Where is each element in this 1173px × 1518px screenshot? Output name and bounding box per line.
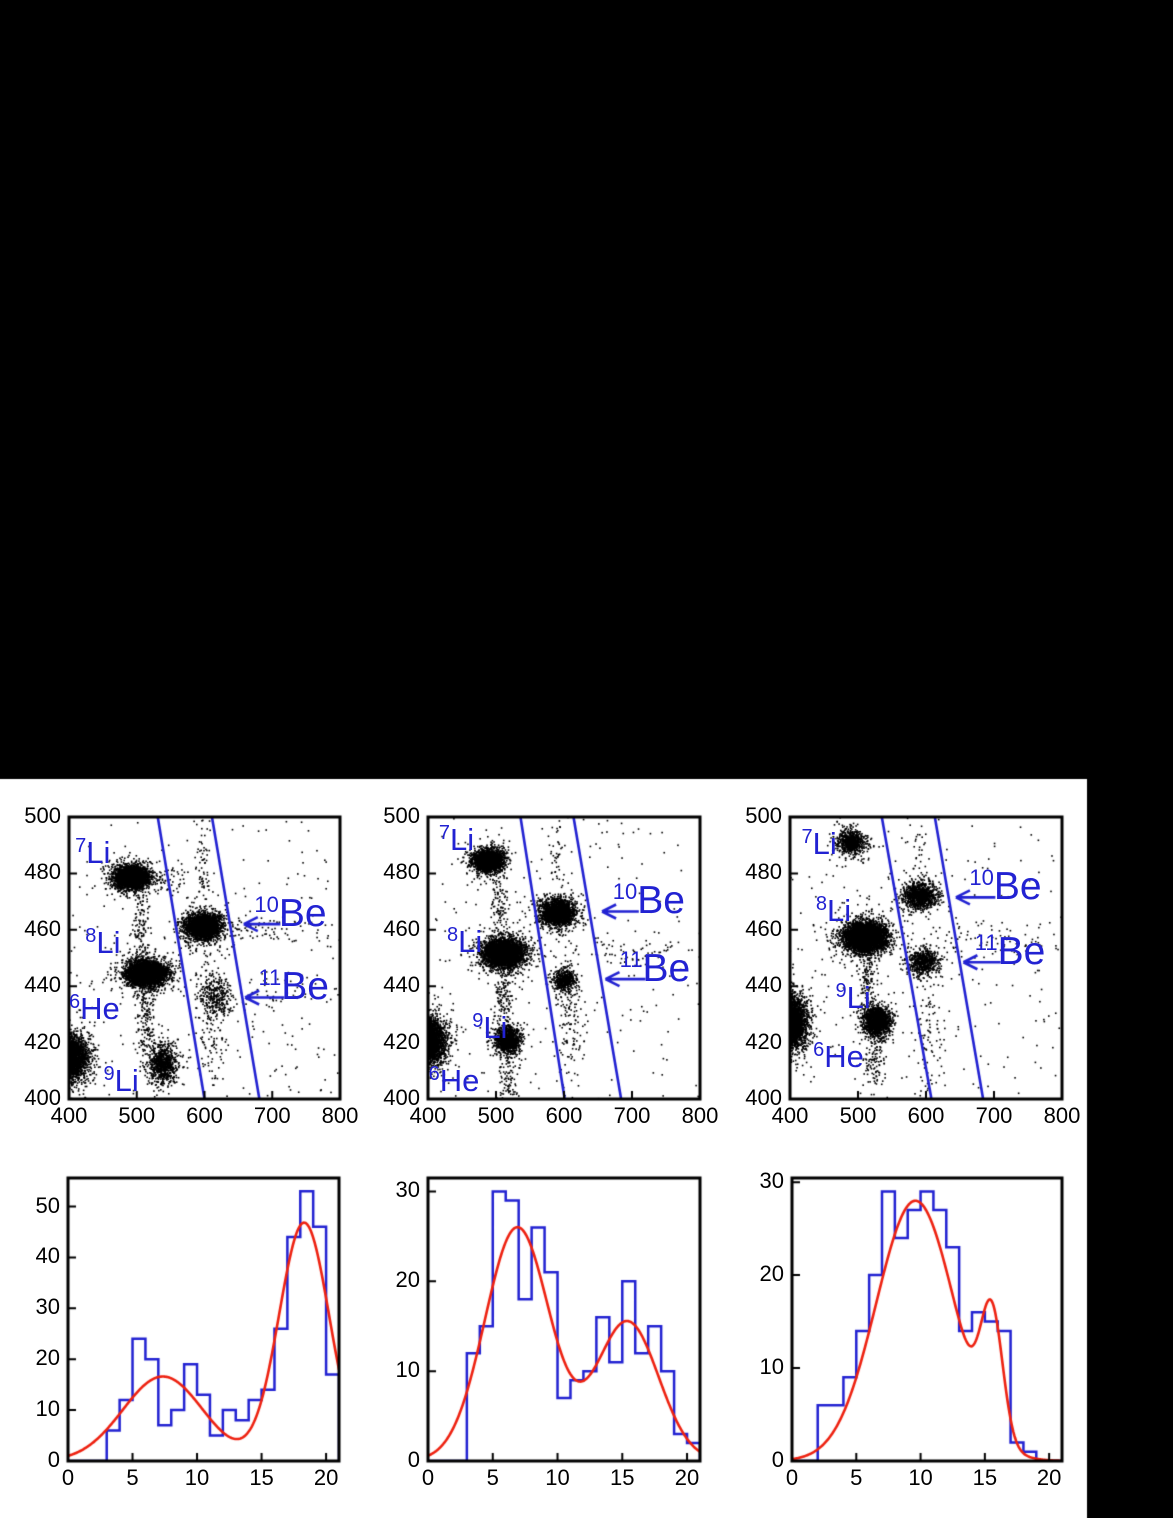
figure-plot-canvas xyxy=(0,0,1173,1518)
figure-stage: 400 420 440 460 480 500 400 500 600 700 800 7Li 8Li 6… xyxy=(0,0,1173,1518)
